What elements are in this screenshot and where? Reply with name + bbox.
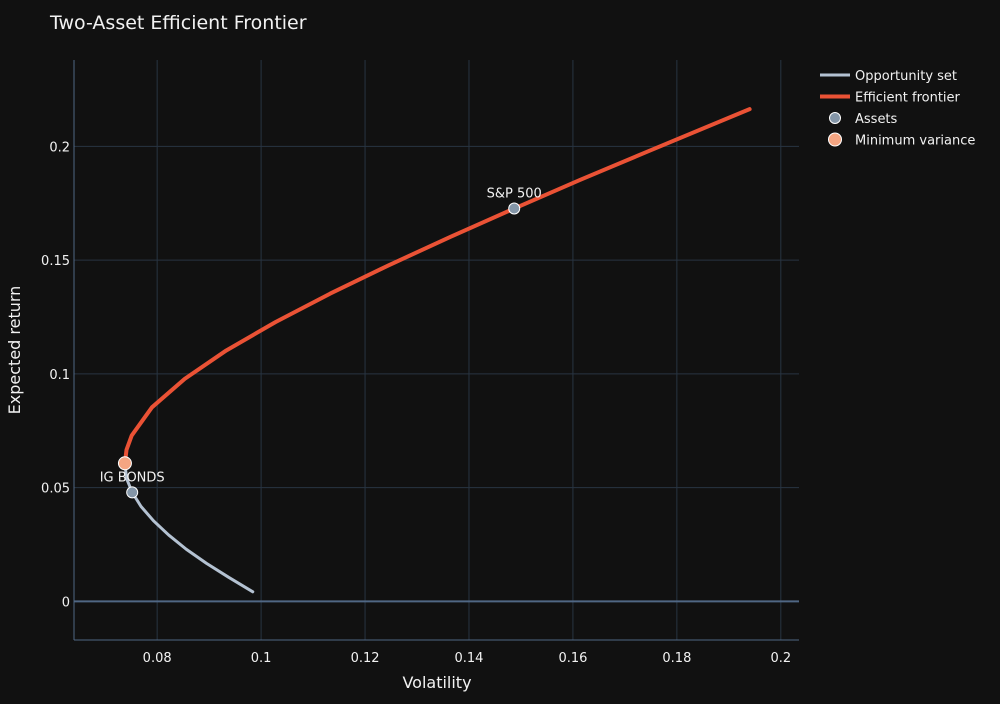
x-axis-label: Volatility	[402, 673, 471, 692]
y-axis-label: Expected return	[5, 286, 24, 415]
asset-marker	[126, 486, 139, 499]
asset-marker	[508, 202, 521, 215]
legend-item-label: Opportunity set	[855, 69, 957, 84]
opportunity-set-line	[123, 461, 255, 594]
y-tick-label: 0.1	[49, 368, 70, 383]
legend-swatch-2	[829, 112, 841, 124]
y-tick-label: 0	[62, 595, 70, 610]
x-tick-label: 0.12	[351, 651, 380, 666]
legend-item-label: Minimum variance	[855, 134, 975, 149]
x-tick-label: 0.08	[143, 651, 172, 666]
legend-swatch-3	[828, 132, 842, 147]
asset-label: IG BONDS	[100, 470, 165, 485]
y-tick-label: 0.05	[41, 482, 70, 497]
x-tick-label: 0.14	[455, 651, 484, 666]
legend[interactable]: Opportunity set Efficient frontier Assets M…	[820, 69, 975, 149]
efficient-frontier-line	[122, 107, 752, 466]
y-tick-label: 0.2	[49, 140, 70, 155]
x-tick-label: 0.16	[558, 651, 587, 666]
x-tick-label: 0.18	[662, 651, 691, 666]
legend-item-label: Assets	[855, 112, 898, 127]
x-tick-label: 0.2	[770, 651, 791, 666]
legend-item-label: Efficient frontier	[855, 91, 961, 106]
asset-label: S&P 500	[487, 187, 542, 202]
chart-title: Two-Asset Efficient Frontier	[49, 12, 307, 34]
x-tick-label: 0.1	[251, 651, 272, 666]
minimum-variance-marker	[117, 456, 132, 471]
y-tick-label: 0.15	[41, 254, 70, 269]
